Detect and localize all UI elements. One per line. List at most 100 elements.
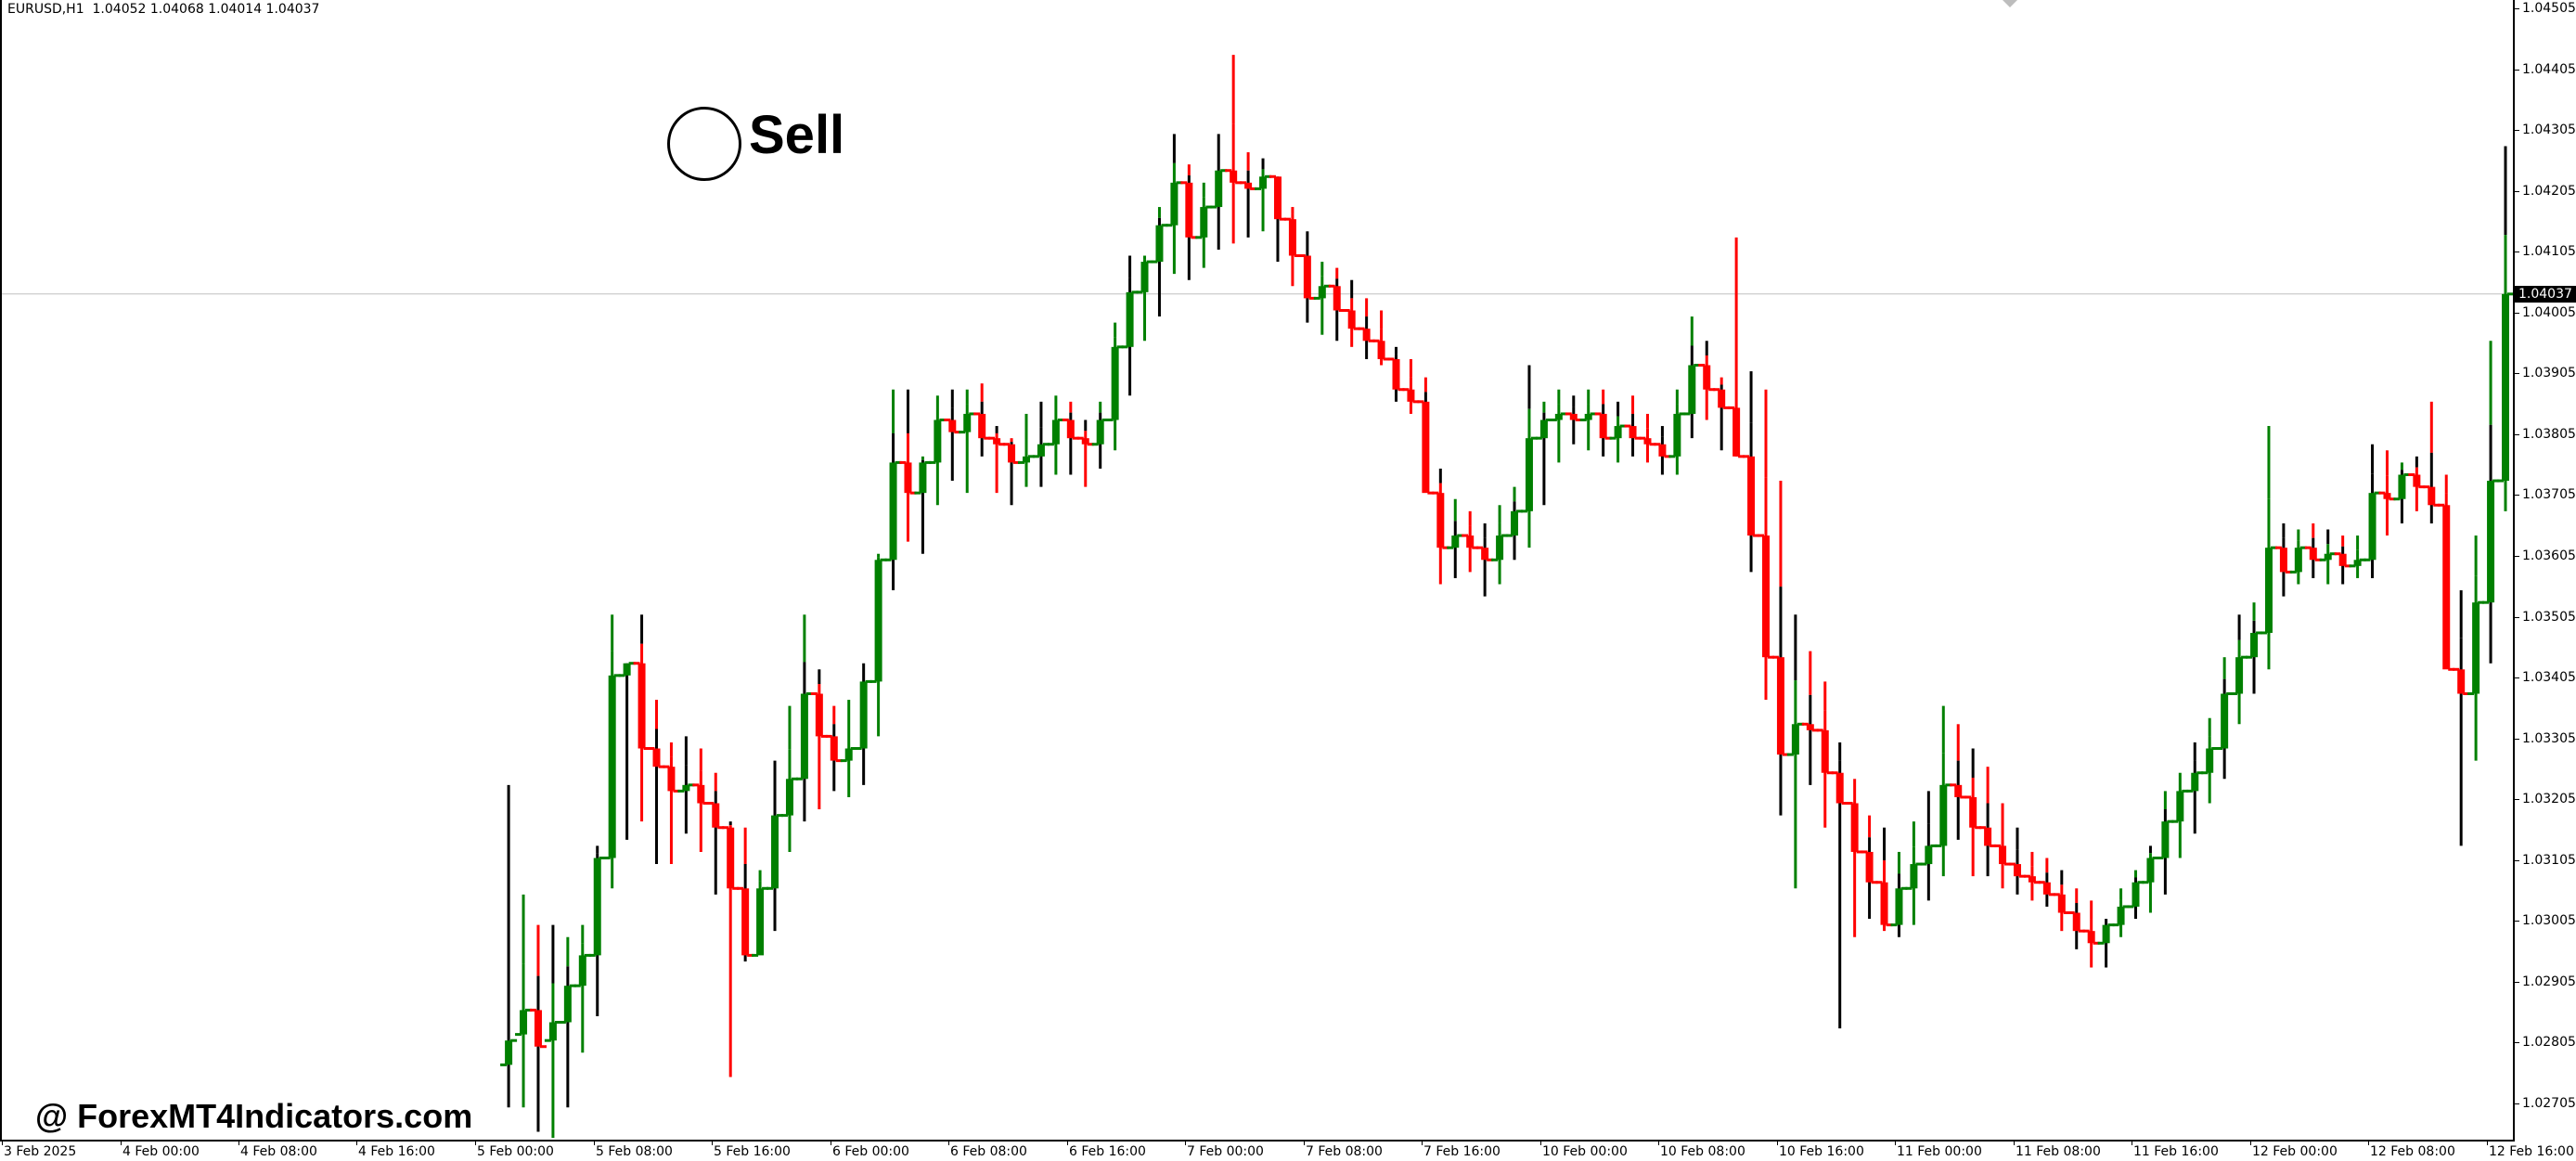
candle	[752, 870, 769, 957]
time-tick-label: 12 Feb 16:00	[2489, 1144, 2574, 1159]
candle	[2423, 401, 2441, 523]
candle	[2408, 456, 2426, 511]
candle	[2157, 791, 2174, 895]
time-tick-label: 5 Feb 08:00	[596, 1144, 673, 1159]
time-tick-label: 12 Feb 00:00	[2252, 1144, 2338, 1159]
candlestick-plot	[2, 55, 2513, 1139]
candle	[2231, 614, 2248, 725]
candle	[1520, 365, 1538, 548]
candle	[1328, 267, 1346, 342]
candle	[1387, 346, 1405, 402]
price-tick-label: 1.04205	[2522, 183, 2576, 199]
time-tick-label: 3 Feb 2025	[4, 1144, 77, 1159]
candle	[2038, 858, 2055, 907]
candle	[1639, 413, 1656, 463]
candle	[988, 426, 1006, 494]
tick-mark	[238, 1140, 239, 1145]
candle	[2289, 529, 2307, 585]
price-tick-label: 1.03405	[2522, 670, 2576, 686]
tick-mark	[2515, 677, 2519, 679]
price-tick-label: 1.04405	[2522, 61, 2576, 77]
price-tick-label: 1.03605	[2522, 548, 2576, 563]
time-tick-label: 10 Feb 00:00	[1542, 1144, 1628, 1159]
candle	[2067, 888, 2085, 949]
time-tick-label: 10 Feb 16:00	[1779, 1144, 1864, 1159]
candle	[1624, 395, 1642, 457]
candle	[884, 389, 902, 591]
tick-mark	[2487, 1140, 2488, 1145]
candle	[692, 748, 710, 852]
time-tick-label: 11 Feb 16:00	[2133, 1144, 2219, 1159]
current-price-label: 1.04037	[2515, 285, 2576, 303]
candle	[559, 936, 576, 1108]
chart-area[interactable]: EURUSD,H1 1.04052 1.04068 1.04014 1.0403…	[0, 0, 2513, 1140]
watermark: @ ForexMT4Indicators.com	[35, 1097, 473, 1135]
price-tick-label: 1.03205	[2522, 792, 2576, 807]
candle	[2349, 535, 2366, 578]
tick-mark	[2515, 556, 2519, 557]
candle	[2453, 590, 2470, 846]
candle	[2497, 146, 2513, 511]
candle	[2319, 529, 2337, 585]
candle	[929, 395, 947, 506]
candle	[1447, 498, 1464, 578]
candle	[2274, 522, 2292, 597]
price-tick-label: 1.03805	[2522, 426, 2576, 442]
tick-mark	[1777, 1140, 1778, 1145]
chart-shift-marker-icon[interactable]	[2003, 0, 2017, 7]
price-tick-label: 1.02805	[2522, 1035, 2576, 1051]
time-tick-label: 6 Feb 08:00	[950, 1144, 1027, 1159]
candle	[780, 705, 798, 852]
candle	[2482, 341, 2500, 664]
candle	[1032, 401, 1050, 487]
candle	[1091, 401, 1109, 469]
tick-mark	[475, 1140, 476, 1145]
candle	[1240, 152, 1257, 238]
symbol-info: EURUSD,H1 1.04052 1.04068 1.04014 1.0403…	[7, 2, 320, 17]
candle	[766, 760, 784, 932]
tick-mark	[2515, 433, 2519, 435]
candle	[1166, 134, 1183, 275]
candle	[1964, 748, 1982, 877]
candle	[1994, 803, 2012, 889]
price-tick-label: 1.03905	[2522, 366, 2576, 381]
candle	[2053, 870, 2070, 932]
time-axis[interactable]: 3 Feb 2025 4 Feb 00:00 4 Feb 08:00 4 Feb 16…	[0, 1140, 2574, 1161]
time-tick-label: 4 Feb 16:00	[358, 1144, 435, 1159]
candle	[2127, 870, 2145, 920]
tick-mark	[1540, 1140, 1541, 1145]
candle	[1535, 401, 1552, 506]
time-tick-label: 10 Feb 08:00	[1660, 1144, 1745, 1159]
candle	[707, 772, 725, 895]
candle	[1003, 438, 1021, 506]
candle	[2023, 851, 2041, 901]
candle	[618, 662, 636, 840]
candle	[2097, 919, 2115, 968]
candle	[2112, 888, 2130, 937]
price-tick-label: 1.03705	[2522, 487, 2576, 503]
time-tick-label: 4 Feb 00:00	[122, 1144, 200, 1159]
candle	[1771, 481, 1789, 816]
time-tick-label: 5 Feb 00:00	[477, 1144, 554, 1159]
price-tick-label: 1.03005	[2522, 913, 2576, 929]
candle	[515, 894, 533, 1108]
candle	[1920, 791, 1938, 901]
candle	[2246, 602, 2263, 694]
tick-mark	[1304, 1140, 1305, 1145]
candle	[1801, 651, 1819, 785]
price-axis[interactable]: 1.04505 1.04405 1.04305 1.04205 1.04105 1.040…	[2513, 0, 2576, 1140]
candle	[973, 383, 991, 457]
candle	[737, 827, 754, 961]
tick-mark	[2515, 312, 2519, 314]
candle	[899, 389, 917, 542]
candle	[1180, 164, 1198, 280]
candle	[1979, 767, 1997, 877]
candle	[2378, 450, 2396, 536]
tick-mark	[2515, 1103, 2519, 1104]
tick-mark	[2515, 495, 2519, 497]
tick-mark	[1658, 1140, 1659, 1145]
tick-mark	[2515, 616, 2519, 618]
tick-mark	[121, 1140, 122, 1145]
candle	[1713, 377, 1731, 451]
candle	[959, 389, 976, 494]
